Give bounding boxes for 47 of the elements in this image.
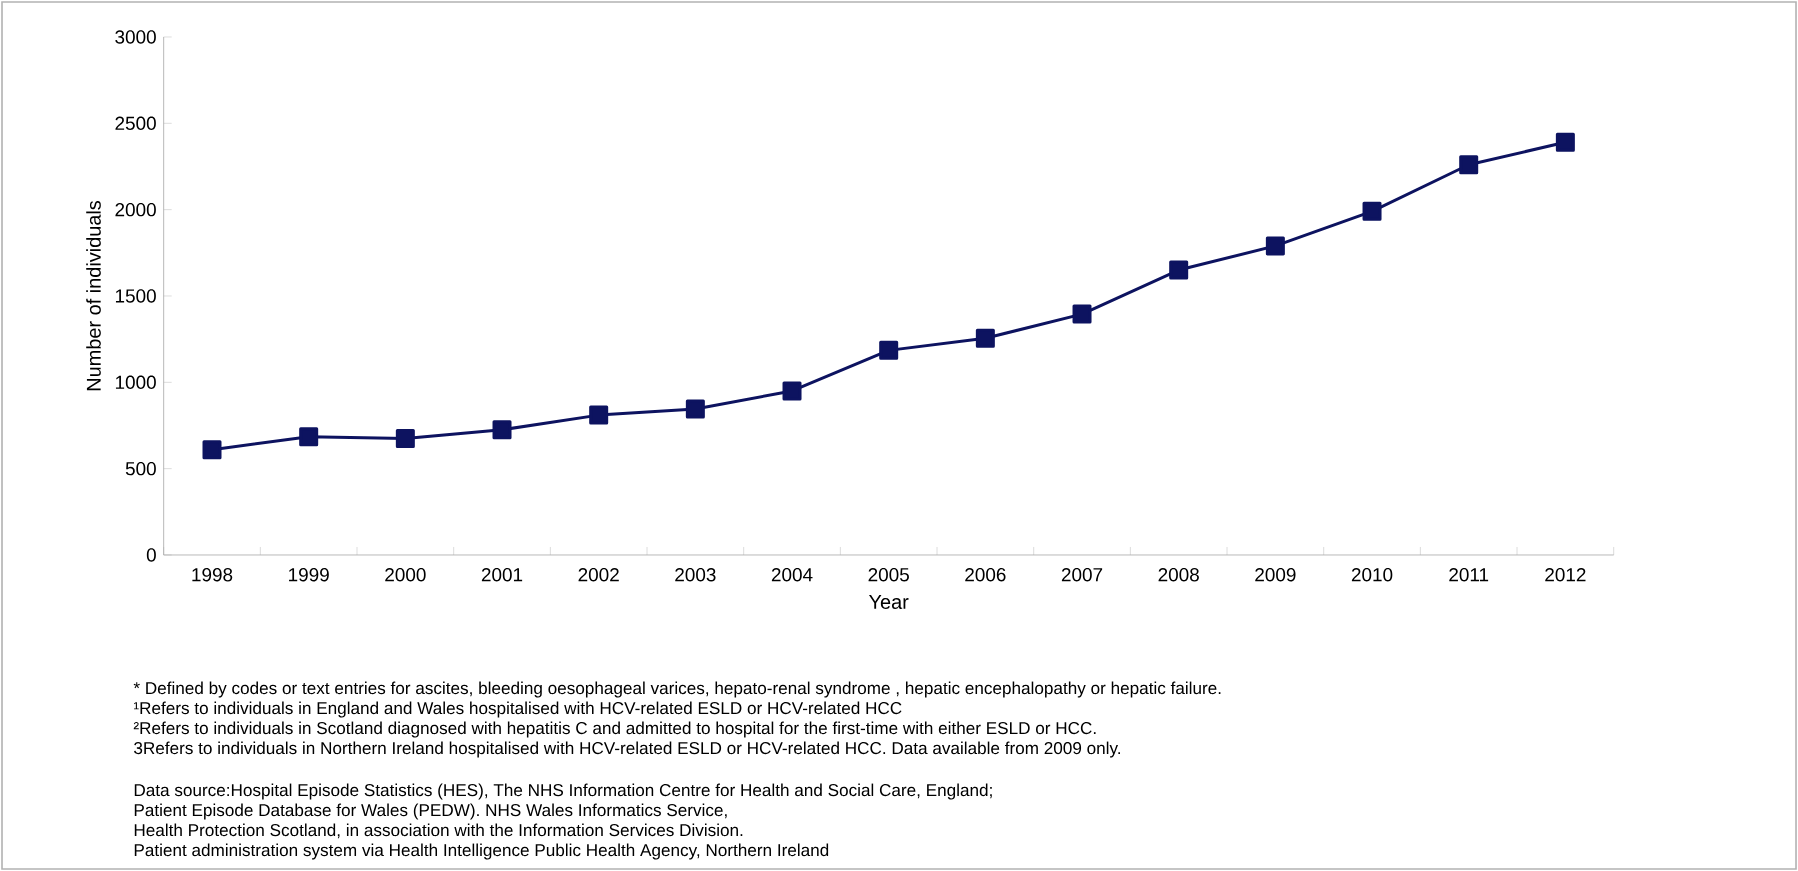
point	[782, 381, 802, 401]
x-axis-title: Year	[869, 595, 909, 609]
point	[685, 399, 705, 419]
point	[299, 427, 319, 447]
text: ²Refers to individuals in Scotland diagnosed with hepatitis C and admitted to hospital for the first-time with either ESLD or HCC.	[133, 721, 1096, 738]
y-tick-label: 1500	[115, 289, 156, 303]
point	[589, 405, 609, 425]
x-tick-label: 2005	[868, 568, 909, 582]
point	[1555, 132, 1575, 152]
point	[975, 328, 995, 348]
point	[1169, 260, 1189, 280]
point	[1265, 236, 1285, 256]
x-tick-label: 2001	[481, 568, 523, 582]
text: 3Refers to individuals in Northern Ireland hospitalised with HCV-related ESLD or HCV-related HCC. Data available from 2009 only.	[134, 741, 1120, 758]
text: ¹Refers to individuals in England and Wales hospitalised with HCV-related ESLD or HCV-related HCC	[134, 701, 902, 718]
y-tick-label: 1000	[115, 375, 156, 390]
y-tick-label: 2500	[115, 116, 156, 131]
x-tick-label: 2000	[385, 568, 426, 582]
x-tick-label: 2009	[1255, 568, 1296, 582]
point	[1459, 155, 1479, 175]
y-axis-title: Number of individuals	[86, 200, 101, 391]
text: * Defined by codes or text entries for ascites, bleeding oesophageal varices, hepato-renal syndrome , hepatic encephalopathy or hepatic failure.	[133, 681, 1221, 698]
y-tick-label: 500	[125, 461, 156, 476]
text: Patient Episode Database for Wales (PEDW). NHS Wales Informatics Service,	[134, 803, 727, 820]
x-tick-label: 2007	[1061, 568, 1103, 582]
x-tick-label: 2008	[1158, 568, 1199, 582]
point	[1362, 201, 1382, 221]
x-tick-label: 2010	[1351, 568, 1393, 582]
x-tick-label: 2011	[1449, 568, 1489, 582]
y-tick-label: 2000	[115, 202, 156, 217]
x-tick-label: 2004	[771, 568, 813, 582]
source-note: Data source:Hospital Episode Statistics (HES), The NHS Information Centre for Health and Social Care, England;	[134, 783, 992, 800]
x-tick-label: 1999	[289, 568, 329, 582]
point	[395, 428, 415, 448]
x-tick-label: 2012	[1545, 568, 1586, 582]
point	[202, 440, 222, 460]
point	[492, 420, 512, 440]
point	[1072, 304, 1092, 324]
x-tick-label: 2006	[965, 568, 1006, 582]
y-tick-label: 3000	[115, 30, 156, 44]
x-tick-label: 1998	[192, 568, 233, 582]
x-tick-label: 2003	[675, 568, 716, 582]
text: Health Protection Scotland, in association with the Information Services Division.	[134, 823, 743, 839]
point	[879, 340, 899, 360]
y-tick-label: 0	[146, 548, 156, 562]
x-tick-label: 2002	[578, 568, 619, 582]
text: Patient administration system via Health Intelligence Public Health Agency, Northern Ireland	[134, 843, 829, 860]
